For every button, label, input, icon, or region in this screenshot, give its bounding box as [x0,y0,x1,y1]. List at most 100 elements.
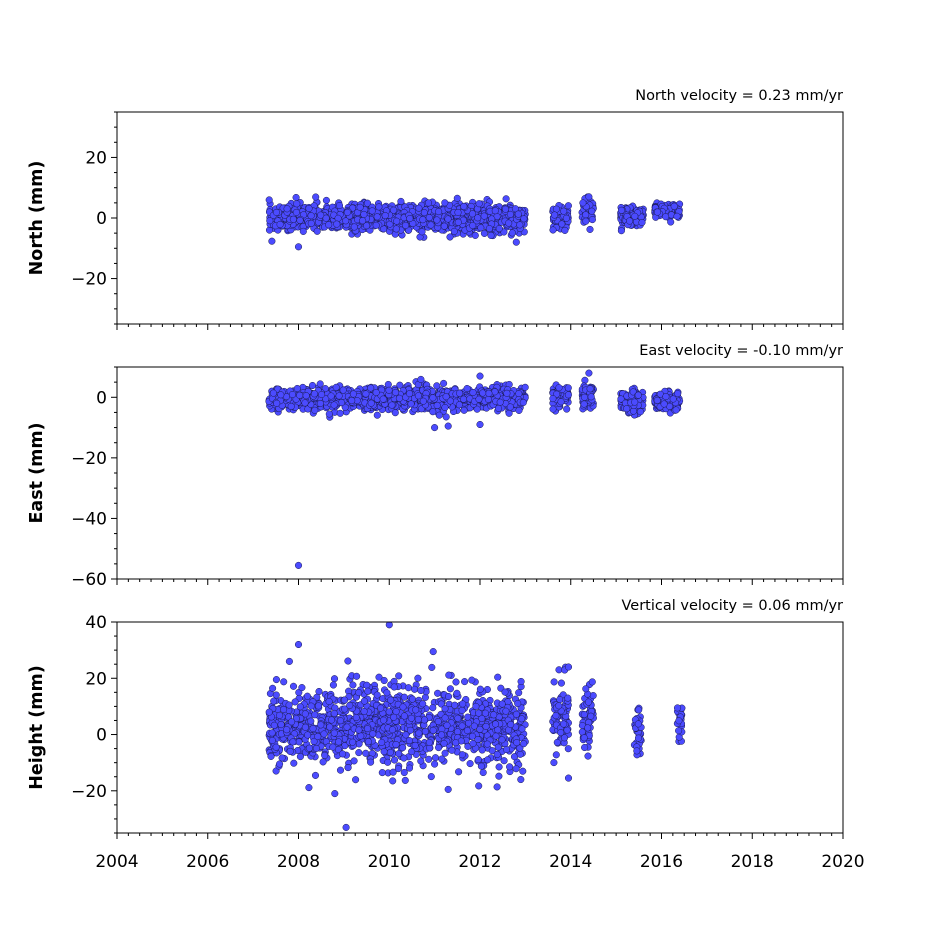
data-point [498,736,506,744]
data-point [400,754,408,762]
data-point [269,389,277,397]
data-point [335,201,344,210]
data-point [466,760,474,768]
data-point [389,768,397,776]
data-point [330,675,339,683]
data-point [557,679,565,687]
y-tick-label: 0 [96,726,107,746]
data-point [519,398,527,407]
data-point [564,694,572,702]
panel-title: North velocity = 0.23 mm/yr [635,88,843,104]
data-point [388,726,397,734]
data-point [406,214,414,223]
data-point [359,217,367,225]
data-point [673,704,682,712]
data-point [339,386,347,394]
data-point [519,767,527,775]
data-point [291,698,299,706]
data-point [331,790,339,798]
data-point [475,200,483,208]
data-point [653,396,661,404]
data-point [325,697,333,706]
data-point [353,672,361,680]
data-point [395,672,403,680]
data-point [473,405,481,413]
data-point [429,648,437,656]
data-point [560,207,568,215]
data-point [498,700,506,708]
data-point [414,715,422,723]
data-point [458,751,466,759]
data-point [392,388,400,396]
data-point [464,713,472,721]
data-point [384,758,392,766]
data-point [311,406,319,414]
data-point [518,725,526,733]
data-point [400,693,408,701]
data-point [424,199,433,207]
data-point [485,389,493,397]
data-point [305,744,313,752]
data-point [379,716,388,724]
data-point [379,395,387,403]
data-point [552,205,560,213]
data-point [672,406,680,414]
data-point [265,196,273,204]
data-point [475,395,483,403]
data-point [400,712,408,720]
data-point [508,229,516,237]
data-point [343,208,351,216]
data-point [381,212,389,220]
data-point [549,226,557,234]
data-point [346,701,354,709]
data-point [484,395,492,403]
data-point [441,714,449,722]
data-point [363,199,372,207]
data-point [441,403,449,412]
data-point [454,208,462,216]
data-point [405,737,413,745]
panel-title: East velocity = -0.10 mm/yr [639,343,843,359]
data-point [427,221,435,229]
data-point [438,755,446,763]
data-point [335,738,343,746]
data-point [350,757,358,765]
data-point [477,762,485,770]
data-point [557,729,565,737]
data-point [336,409,344,417]
data-point [266,217,274,225]
data-point [372,388,380,397]
y-tick-label: −60 [71,570,107,590]
data-point [390,683,398,691]
data-point [292,193,300,202]
data-point [476,725,484,733]
data-point [390,713,398,721]
data-point [562,214,570,222]
data-point [268,729,276,737]
data-point [392,740,400,749]
data-point [450,227,458,235]
y-axis-label: North (mm) [27,161,47,276]
data-point [480,229,488,237]
data-point [521,383,529,391]
data-point [490,711,498,719]
data-point [313,227,321,235]
data-point [384,380,392,389]
data-point [373,411,381,419]
data-point [342,217,350,225]
data-point [290,759,298,767]
data-point [454,714,462,722]
data-point [453,689,461,697]
data-point [296,391,304,399]
data-point [446,397,454,405]
data-point [463,727,471,735]
data-point [390,756,399,764]
data-point [312,744,320,752]
data-point [587,393,595,401]
data-point [441,705,449,713]
data-point [302,392,310,400]
data-point [483,740,491,748]
data-point [269,684,277,692]
data-point [441,199,449,207]
data-point [479,389,487,397]
